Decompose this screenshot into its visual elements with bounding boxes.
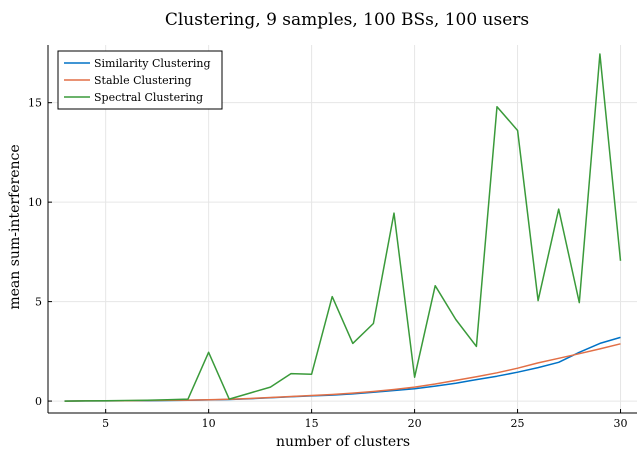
- x-tick-label: 15: [305, 417, 319, 430]
- series-line-1: [64, 336, 621, 402]
- x-tick-label: 5: [102, 417, 109, 430]
- axes: [47, 45, 637, 414]
- series-lines: [64, 53, 622, 402]
- y-axis-label: mean sum-interference: [7, 144, 23, 309]
- legend: Similarity Clustering Stable Clustering Sp…: [57, 50, 223, 110]
- legend-entry: Stable Clustering: [94, 74, 192, 87]
- series-line-2: [64, 343, 621, 402]
- legend-entry: Spectral Clustering: [94, 91, 203, 104]
- x-tick-label: 25: [511, 417, 525, 430]
- y-tick-label: 15: [28, 97, 42, 110]
- y-tick-label: 0: [35, 395, 42, 408]
- legend-entry: Similarity Clustering: [94, 57, 210, 70]
- x-axis-label: number of clusters: [276, 434, 410, 450]
- y-tick-label: 10: [28, 196, 42, 209]
- x-tick-label: 10: [202, 417, 216, 430]
- x-ticks: 5 10 15 20 25 30: [102, 409, 628, 430]
- x-tick-label: 20: [408, 417, 422, 430]
- y-ticks: 0 5 10 15: [28, 97, 52, 408]
- x-tick-label: 30: [614, 417, 628, 430]
- chart-title: Clustering, 9 samples, 100 BSs, 100 user…: [165, 10, 529, 30]
- series-line-3: [64, 53, 622, 402]
- y-tick-label: 5: [35, 296, 42, 309]
